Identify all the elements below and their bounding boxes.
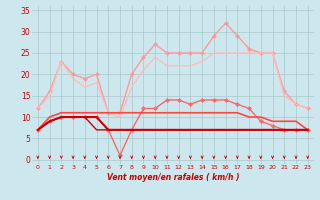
X-axis label: Vent moyen/en rafales ( km/h ): Vent moyen/en rafales ( km/h ) — [107, 173, 239, 182]
